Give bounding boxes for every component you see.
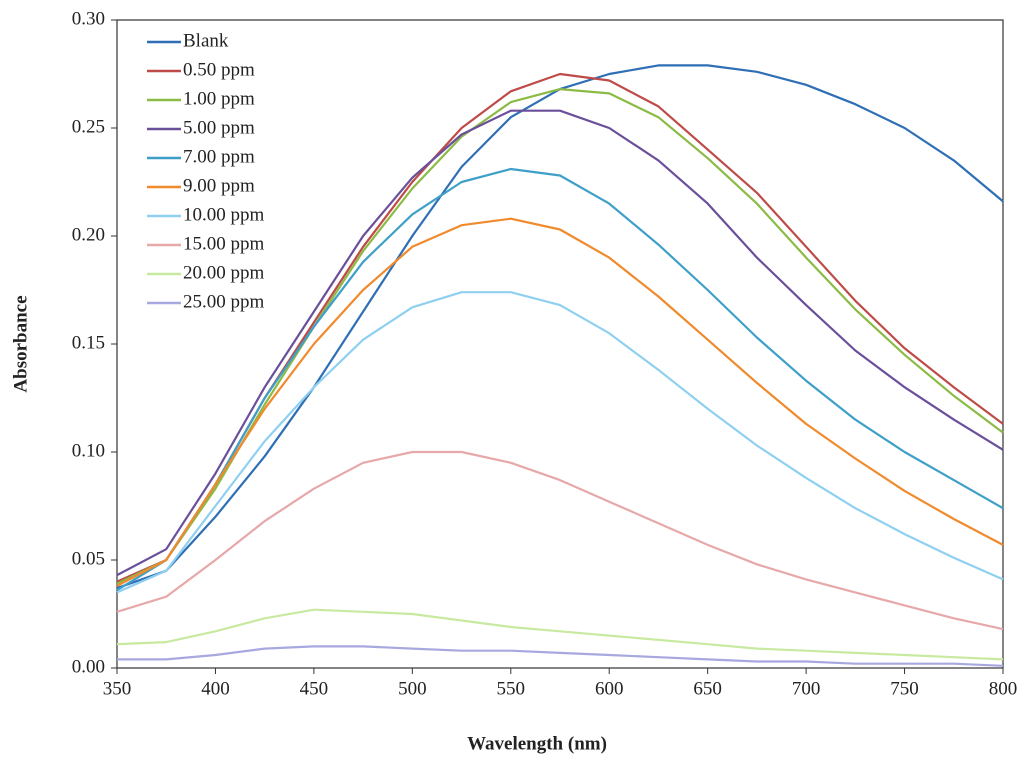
legend-label: 10.00 ppm [183,204,265,225]
y-tick-label: 0.20 [72,224,105,245]
legend-label: 5.00 ppm [183,117,255,138]
x-tick-label: 650 [693,678,722,699]
y-tick-label: 0.30 [72,8,105,29]
legend-label: 0.50 ppm [183,59,255,80]
legend-label: 7.00 ppm [183,146,255,167]
legend-label: 15.00 ppm [183,233,265,254]
y-tick-label: 0.15 [72,332,105,353]
legend-label: 1.00 ppm [183,88,255,109]
y-tick-label: 0.05 [72,548,105,569]
legend-label: Blank [183,30,229,51]
series-line [116,64,1004,590]
x-axis-title: Wavelength (nm) [467,733,607,754]
x-tick-label: 500 [398,678,427,699]
series-line [116,167,1004,592]
y-axis-title: Absorbance [10,295,31,392]
legend-label: 25.00 ppm [183,291,265,312]
x-tick-label: 750 [890,678,919,699]
series-line [116,217,1004,587]
series-line [116,109,1004,577]
y-tick-label: 0.10 [72,440,105,461]
x-tick-label: 800 [989,678,1018,699]
series-line [116,88,1004,585]
x-tick-label: 700 [792,678,821,699]
x-tick-label: 400 [201,678,230,699]
x-tick-label: 600 [595,678,624,699]
series-line [116,450,1004,631]
x-tick-label: 550 [497,678,526,699]
legend-label: 20.00 ppm [183,262,265,283]
x-tick-label: 350 [103,678,132,699]
x-tick-label: 450 [300,678,329,699]
series-line [116,608,1004,661]
series-line [116,291,1004,594]
legend-label: 9.00 ppm [183,175,255,196]
y-tick-label: 0.00 [72,656,105,677]
series-line [117,645,1004,667]
y-tick-label: 0.25 [72,116,105,137]
